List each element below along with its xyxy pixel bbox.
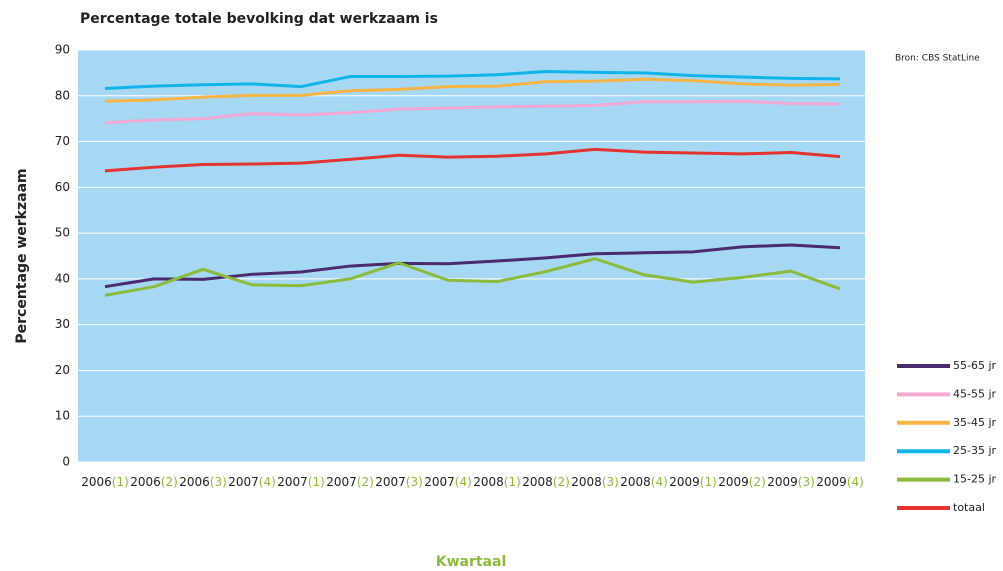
year: 2006	[179, 475, 210, 489]
y-tick-label: 10	[55, 409, 70, 423]
legend-label: totaal	[953, 501, 985, 514]
quarter: (2)	[357, 475, 374, 489]
y-tick-label: 30	[55, 317, 70, 331]
year: 2008	[620, 475, 651, 489]
year: 2007	[424, 475, 455, 489]
year: 2009	[816, 475, 847, 489]
x-tick-label: 2007(3)	[375, 475, 423, 489]
x-tick-label: 2008(2)	[522, 475, 570, 489]
legend-label: 15-25 jr	[953, 473, 997, 486]
quarter: (4)	[651, 475, 668, 489]
year: 2006	[81, 475, 112, 489]
y-tick-label: 0	[62, 455, 70, 469]
quarter: (1)	[700, 475, 717, 489]
year: 2009	[718, 475, 749, 489]
year: 2007	[228, 475, 259, 489]
year: 2008	[571, 475, 602, 489]
year: 2009	[767, 475, 798, 489]
year: 2007	[277, 475, 308, 489]
quarter: (1)	[308, 475, 325, 489]
x-tick-label: 2009(3)	[767, 475, 815, 489]
x-tick-label: 2008(4)	[620, 475, 668, 489]
y-axis-title: Percentage werkzaam	[14, 168, 30, 343]
quarter: (3)	[406, 475, 423, 489]
quarter: (3)	[602, 475, 619, 489]
year: 2007	[375, 475, 406, 489]
series-line	[104, 147, 841, 173]
quarter: (4)	[455, 475, 472, 489]
series-line	[104, 70, 841, 90]
x-tick-label: 2007(4)	[228, 475, 276, 489]
source: Bron: CBS StatLine	[895, 54, 980, 64]
quarter: (2)	[749, 475, 766, 489]
x-tick-label: 2006(3)	[179, 475, 227, 489]
legend-label: 45-55 jr	[953, 387, 997, 400]
x-tick-label: 2006(1)	[81, 475, 129, 489]
x-tick-label: 2009(2)	[718, 475, 766, 489]
chart-title: Percentage totale bevolking dat werkzaam…	[80, 11, 438, 27]
series-line	[104, 99, 841, 125]
y-tick-label: 70	[55, 134, 70, 148]
x-axis-title: Kwartaal	[436, 554, 507, 570]
x-tick-label: 2007(1)	[277, 475, 325, 489]
y-tick-label: 20	[55, 363, 70, 377]
quarter: (1)	[112, 475, 129, 489]
y-tick-label: 90	[55, 43, 70, 57]
y-tick-label: 60	[55, 180, 70, 194]
year: 2008	[522, 475, 553, 489]
series-line	[104, 257, 841, 297]
legend-label: 35-45 jr	[953, 416, 997, 429]
year: 2007	[326, 475, 357, 489]
x-tick-label: 2007(2)	[326, 475, 374, 489]
legend-label: 25-35 jr	[953, 444, 997, 457]
x-tick-label: 2009(1)	[669, 475, 717, 489]
quarter: (4)	[259, 475, 276, 489]
x-tick-label: 2009(4)	[816, 475, 864, 489]
x-tick-label: 2008(1)	[473, 475, 521, 489]
year: 2008	[473, 475, 504, 489]
quarter: (4)	[847, 475, 864, 489]
year: 2006	[130, 475, 161, 489]
quarter: (3)	[210, 475, 227, 489]
quarter: (2)	[553, 475, 570, 489]
quarter: (2)	[161, 475, 178, 489]
quarter: (1)	[504, 475, 521, 489]
year: 2009	[669, 475, 700, 489]
y-tick-label: 80	[55, 88, 70, 102]
y-tick-label: 50	[55, 226, 70, 240]
x-tick-label: 2006(2)	[130, 475, 178, 489]
x-tick-label: 2008(3)	[571, 475, 619, 489]
plot-area	[78, 50, 865, 462]
quarter: (3)	[798, 475, 815, 489]
y-tick-label: 40	[55, 271, 70, 285]
x-tick-label: 2007(4)	[424, 475, 472, 489]
legend-label: 55-65 jr	[953, 359, 997, 372]
series-line	[104, 77, 841, 103]
